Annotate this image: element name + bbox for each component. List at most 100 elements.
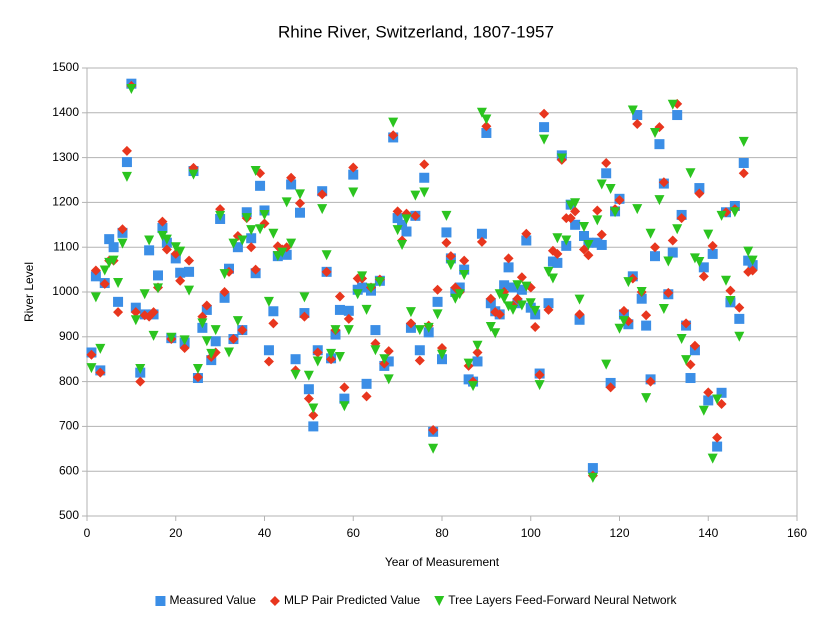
point [601,359,612,370]
point [246,242,257,253]
y-tick-label: 1500 [52,60,79,74]
point [641,393,652,404]
point [645,228,656,239]
point [179,343,190,353]
point [90,292,101,303]
point [326,348,337,359]
point [694,188,705,199]
point [432,296,443,307]
y-axis-title: River Level [22,262,36,322]
point [343,313,354,324]
point [374,277,385,288]
point [334,304,345,315]
point [596,179,607,190]
point [175,275,186,286]
y-tick-label: 900 [59,329,79,343]
point [437,349,447,360]
point [583,239,594,250]
point [428,424,439,435]
point [290,369,301,380]
point [707,248,718,259]
point [250,166,261,177]
point [370,325,381,336]
point [308,410,319,421]
point [476,228,487,239]
point [707,453,718,464]
point [734,302,745,313]
point [698,405,709,416]
x-tick-label: 100 [521,526,541,540]
point [184,266,195,277]
point [113,278,124,289]
point [658,177,669,188]
point [366,283,376,294]
point [490,328,501,339]
point [539,108,550,119]
point [463,358,474,369]
point [521,235,532,246]
point [121,157,132,168]
point [286,172,297,183]
point [232,242,243,253]
point [503,253,514,264]
point [281,249,292,260]
point [481,114,492,125]
point [317,189,328,200]
x-tick-label: 20 [169,526,183,540]
point [596,229,607,240]
point [441,210,452,221]
point [605,382,616,393]
point [188,169,199,180]
point [707,240,718,251]
point [219,287,230,297]
point [334,291,345,302]
point [459,269,470,280]
point [357,282,368,293]
point [459,264,470,275]
point [587,472,598,483]
x-tick-label: 140 [698,526,718,540]
point [747,265,758,276]
point [175,246,186,257]
point [108,242,119,253]
point [650,251,660,262]
point [228,334,239,345]
point [286,238,297,249]
point [632,110,643,121]
point [392,225,403,236]
point [361,391,372,402]
x-tick-label: 0 [84,526,91,540]
point [157,216,168,227]
point [481,121,492,132]
point [130,307,141,318]
point [303,384,314,395]
point [503,262,514,273]
point [472,340,483,351]
point [676,334,687,345]
point [632,204,643,215]
point [121,145,132,156]
point [614,323,625,334]
point [543,304,554,315]
point [712,441,723,452]
point [295,198,305,209]
point [432,284,443,295]
legend-marker [269,596,280,606]
point [405,307,416,318]
point [734,313,745,324]
point [113,296,124,307]
point [117,238,128,249]
point [179,335,190,346]
x-axis-title: Year of Measurement [385,555,500,569]
point [525,298,536,309]
point [476,236,487,247]
point [459,255,470,266]
point [592,205,603,216]
point [654,195,665,206]
point [641,320,652,331]
point [441,227,452,238]
point [534,369,545,380]
point [90,271,101,282]
point [667,99,678,110]
